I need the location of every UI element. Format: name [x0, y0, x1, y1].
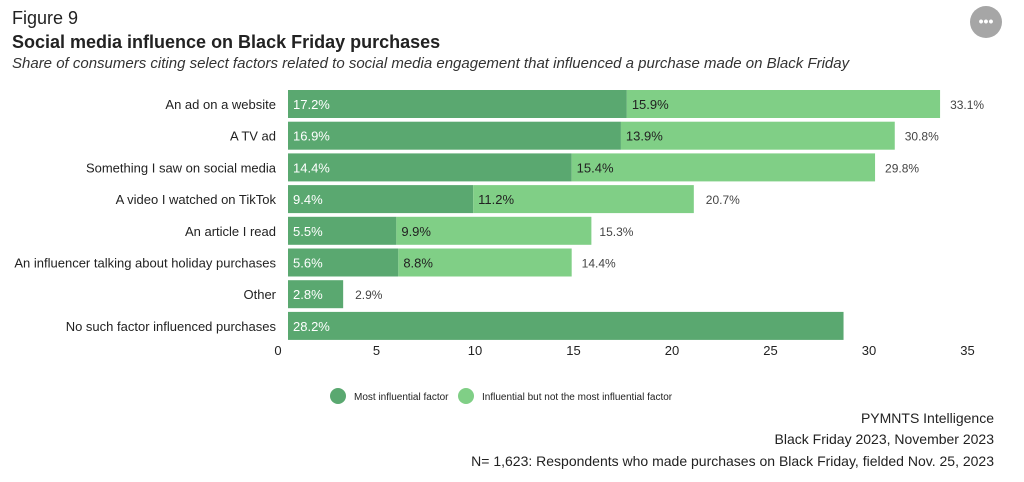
category-label: An influencer talking about holiday purc… [14, 256, 276, 271]
bar-influential[interactable] [398, 248, 572, 277]
bar-value-label: 8.8% [403, 256, 433, 271]
legend-marker-influential [458, 388, 474, 404]
x-tick-label: 0 [274, 343, 281, 358]
bar-value-label: 9.4% [293, 192, 323, 207]
bar-most-influential[interactable] [288, 121, 621, 150]
bar-value-label: 28.2% [293, 319, 330, 334]
bar-most-influential[interactable] [288, 185, 474, 214]
bar-value-label: 9.9% [401, 224, 431, 239]
x-tick-label: 25 [763, 343, 777, 358]
bar-value-label: 5.6% [293, 256, 323, 271]
category-label: An article I read [185, 224, 276, 239]
bar-value-label: 11.2% [478, 192, 514, 207]
bar-influential[interactable] [396, 216, 592, 245]
bar-total-label: 30.8% [905, 130, 939, 144]
category-label: A TV ad [230, 129, 276, 144]
bar-influential[interactable] [620, 121, 895, 150]
bar-influential[interactable] [473, 185, 694, 214]
bar-total-label: 15.3% [599, 225, 633, 239]
x-tick-label: 10 [468, 343, 482, 358]
source-date: Black Friday 2023, November 2023 [774, 431, 994, 447]
bar-most-influential[interactable] [288, 153, 572, 182]
bar-most-influential[interactable] [288, 280, 344, 309]
bar-total-label: 33.1% [950, 98, 984, 112]
bar-total-label: 29.8% [885, 161, 919, 175]
bar-total-label: 2.9% [355, 288, 383, 302]
x-tick-label: 15 [566, 343, 580, 358]
bar-value-label: 2.8% [293, 287, 323, 302]
bar-value-label: 16.9% [293, 129, 330, 144]
category-label: Other [243, 287, 276, 302]
source-name: PYMNTS Intelligence [860, 410, 994, 426]
category-label: A video I watched on TikTok [116, 192, 277, 207]
x-tick-label: 30 [862, 343, 876, 358]
bar-influential[interactable] [626, 90, 941, 118]
bar-value-label: 15.9% [632, 97, 669, 112]
bar-most-influential[interactable] [288, 248, 399, 277]
x-tick-label: 20 [665, 343, 679, 358]
legend-label: Most influential factor [354, 392, 449, 403]
x-tick-label: 35 [960, 343, 974, 358]
category-label: Something I saw on social media [86, 160, 277, 175]
chart-subtitle: Share of consumers citing select factors… [12, 55, 850, 72]
bar-value-label: 5.5% [293, 224, 323, 239]
bar-value-label: 14.4% [293, 160, 330, 175]
bar-most-influential[interactable] [288, 216, 397, 245]
bar-value-label: 17.2% [293, 97, 330, 112]
chart-title: Social media influence on Black Friday p… [12, 32, 441, 52]
legend-marker-most [330, 388, 346, 404]
bar-influential[interactable] [571, 153, 876, 182]
bar-value-label: 13.9% [626, 129, 663, 144]
x-tick-label: 5 [373, 343, 380, 358]
source-sample: N= 1,623: Respondents who made purchases… [471, 453, 994, 469]
figure-label: Figure 9 [12, 8, 79, 28]
bar-total-label: 20.7% [706, 193, 740, 207]
bar-total-label: 14.4% [582, 257, 616, 271]
bar-value-label: 15.4% [577, 160, 614, 175]
category-label: No such factor influenced purchases [66, 319, 277, 334]
legend-label: Influential but not the most influential… [482, 392, 673, 403]
bar-most-influential[interactable] [288, 311, 844, 340]
more-options-button[interactable]: ••• [970, 6, 1002, 38]
category-label: An ad on a website [165, 97, 276, 112]
bar-most-influential[interactable] [288, 90, 627, 118]
